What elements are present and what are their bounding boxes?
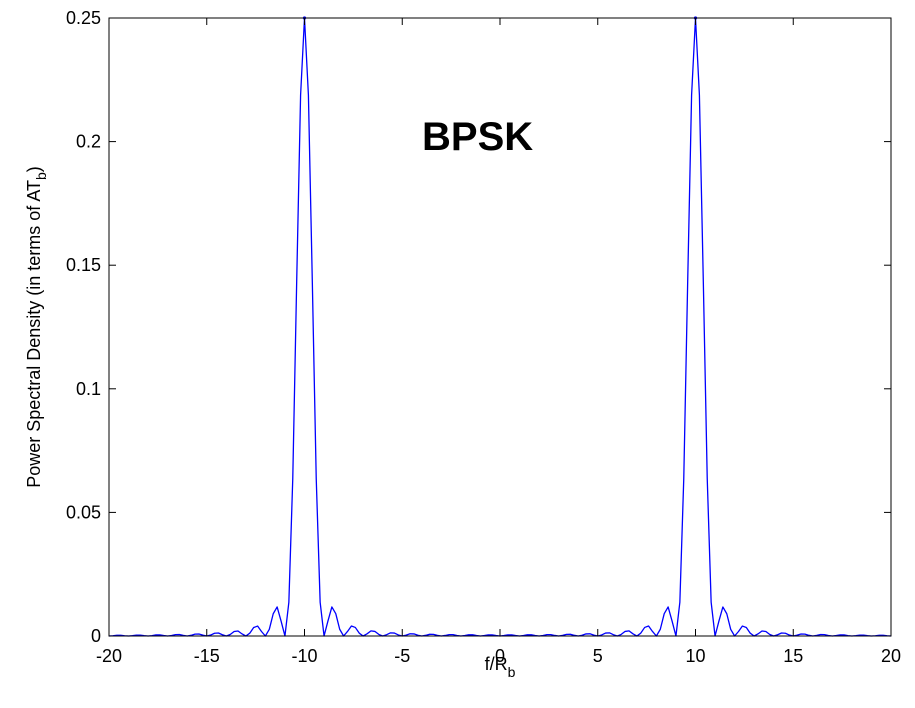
- x-tick-label: -10: [291, 646, 317, 666]
- y-ticks: 0 0.05 0.1 0.15 0.2 0.25: [66, 8, 891, 646]
- y-tick-label: 0: [91, 626, 101, 646]
- x-tick-label: 20: [881, 646, 901, 666]
- x-axis-label: f/Rb: [485, 654, 516, 680]
- y-axis-label: Power Spectral Density (in terms of ATb): [24, 166, 49, 488]
- x-tick-label: 0: [495, 646, 505, 666]
- y-tick-label: 0.25: [66, 8, 101, 28]
- x-ticks: -20 -15 -10 -5 0 5 10 15 20: [96, 18, 901, 666]
- y-tick-label: 0.05: [66, 502, 101, 522]
- x-tick-label: -20: [96, 646, 122, 666]
- x-tick-label: -15: [194, 646, 220, 666]
- x-tick-label: -5: [394, 646, 410, 666]
- x-tick-label: 5: [593, 646, 603, 666]
- y-tick-label: 0.1: [76, 379, 101, 399]
- plot-area: [109, 18, 891, 636]
- x-tick-label: 15: [783, 646, 803, 666]
- chart-annotation: BPSK: [422, 115, 533, 159]
- y-tick-label: 0.2: [76, 132, 101, 152]
- y-tick-label: 0.15: [66, 255, 101, 275]
- x-tick-label: 10: [685, 646, 705, 666]
